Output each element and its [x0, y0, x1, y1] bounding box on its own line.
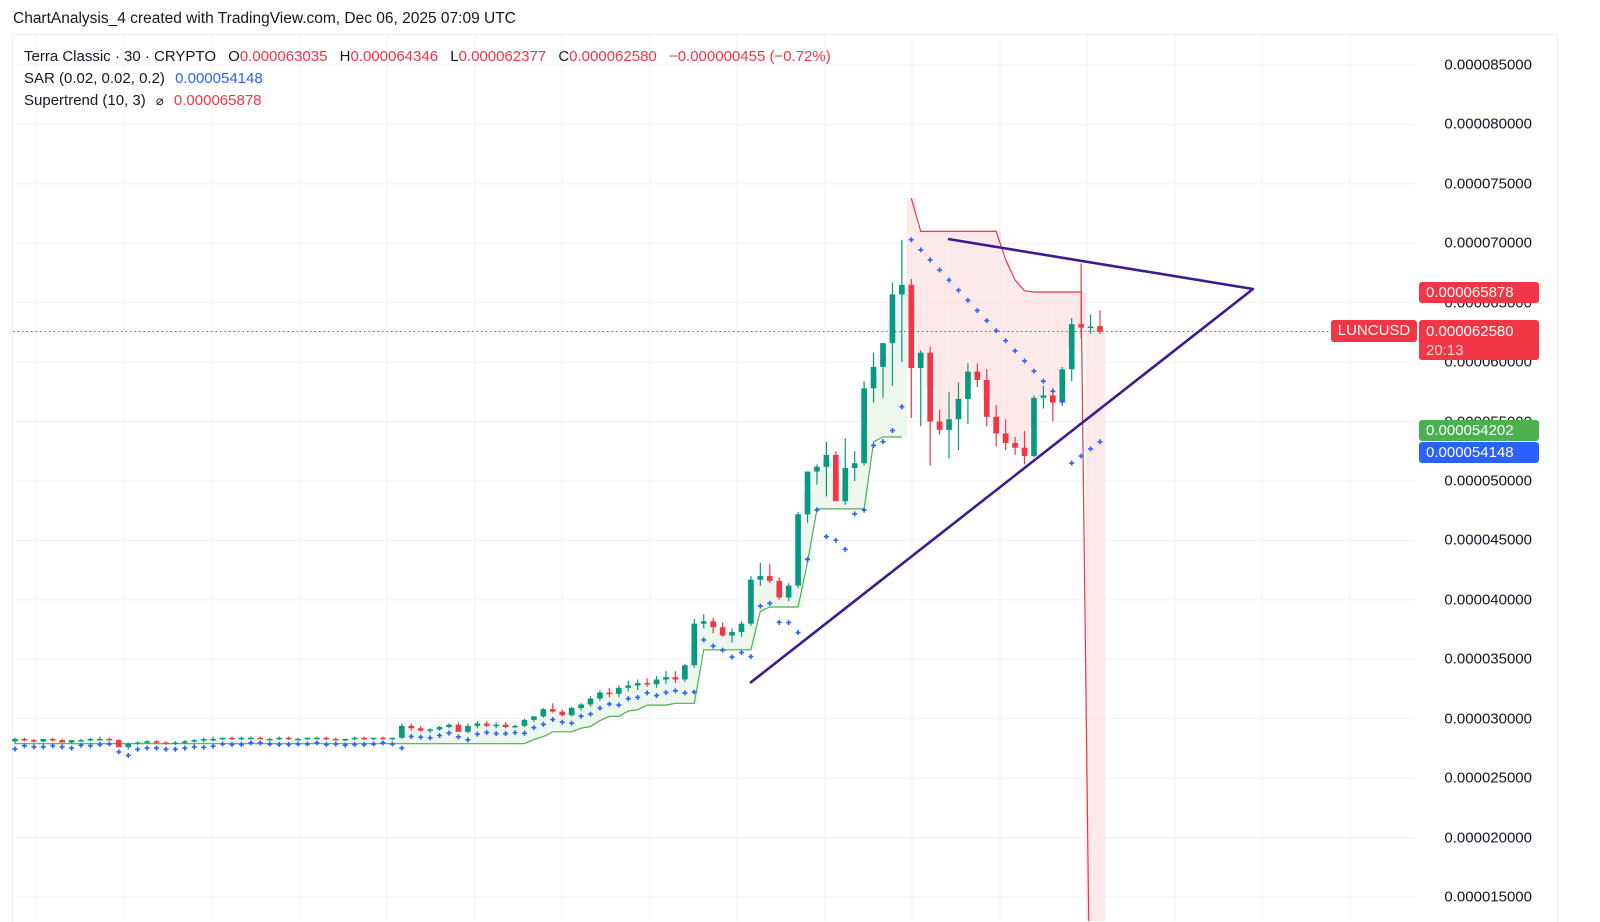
open-value: 0.000063035: [239, 48, 328, 65]
chart-legend: Terra Classic · 30 · CRYPTO O0.000063035…: [24, 46, 831, 112]
supertrend-tag-text: 0.000065878: [1426, 284, 1514, 301]
last-price-text: 0.000062580: [1426, 323, 1514, 340]
price-axis-tick: 0.000070000: [1444, 234, 1532, 252]
bar-countdown: 20:13: [1426, 342, 1464, 359]
supertrend-up-line: [15, 436, 902, 745]
high-label: H: [339, 48, 351, 65]
price-axis-tick: 0.000045000: [1444, 531, 1532, 549]
supertrend-up-fill: [10, 289, 908, 746]
grid: [13, 35, 1415, 921]
parabolic-sar-dots: [12, 237, 1103, 758]
symbol-tag-text: LUNCUSD: [1337, 322, 1411, 339]
symbol-label[interactable]: Terra Classic · 30 · CRYPTO: [24, 48, 216, 65]
supertrend-up-tag-text: 0.000054202: [1426, 422, 1514, 439]
ohlc-row: Terra Classic · 30 · CRYPTO O0.000063035…: [24, 46, 831, 68]
price-axis-tick: 0.000050000: [1444, 472, 1532, 490]
symmetrical-triangle-drawing[interactable]: [749, 237, 1255, 685]
price-axis-tick: 0.000035000: [1444, 650, 1532, 668]
sar-tag-text: 0.000054148: [1426, 444, 1514, 461]
supertrend-indicator-label[interactable]: Supertrend (10, 3): [24, 92, 146, 109]
supertrend-row: Supertrend (10, 3) ⌀ 0.000065878: [24, 90, 831, 112]
supertrend-down-line: [910, 197, 1090, 921]
supertrend-down-fill: [906, 198, 1106, 921]
candlesticks: [12, 239, 1103, 750]
price-axis-tick: 0.000025000: [1444, 769, 1532, 787]
close-label: C: [558, 48, 570, 65]
sar-indicator-label[interactable]: SAR (0.02, 0.02, 0.2): [24, 70, 165, 87]
empty-set-icon: ⌀: [155, 93, 164, 108]
close-value: 0.000062580: [569, 48, 657, 65]
sar-row: SAR (0.02, 0.02, 0.2) 0.000054148: [24, 68, 831, 90]
supertrend-price-tag: 0.000065878: [1419, 282, 1539, 303]
last-price-tag: 0.000062580 20:13: [1419, 320, 1539, 360]
price-axis-tick: 0.000075000: [1444, 175, 1532, 193]
symbol-name-tag: LUNCUSD: [1331, 320, 1417, 342]
chart-frame: [12, 34, 1558, 922]
chart-caption: ChartAnalysis_4 created with TradingView…: [13, 10, 516, 27]
price-axis-tick: 0.000020000: [1444, 829, 1532, 847]
open-label: O: [228, 48, 240, 65]
price-axis-tick: 0.000015000: [1444, 888, 1532, 906]
price-axis-tick: 0.000040000: [1444, 591, 1532, 609]
supertrend-indicator-value: 0.000065878: [173, 92, 262, 109]
low-label: L: [450, 48, 459, 65]
high-value: 0.000064346: [350, 48, 439, 65]
low-value: 0.000062377: [458, 48, 547, 65]
supertrend-up-price-tag: 0.000054202: [1419, 420, 1539, 441]
sar-indicator-value: 0.000054148: [175, 70, 263, 87]
price-axis-tick: 0.000030000: [1444, 710, 1532, 728]
sar-price-tag: 0.000054148: [1419, 442, 1539, 463]
price-axis-tick: 0.000080000: [1444, 115, 1532, 133]
change-value: −0.000000455 (−0.72%): [668, 48, 831, 65]
price-axis-tick: 0.000085000: [1444, 56, 1532, 74]
